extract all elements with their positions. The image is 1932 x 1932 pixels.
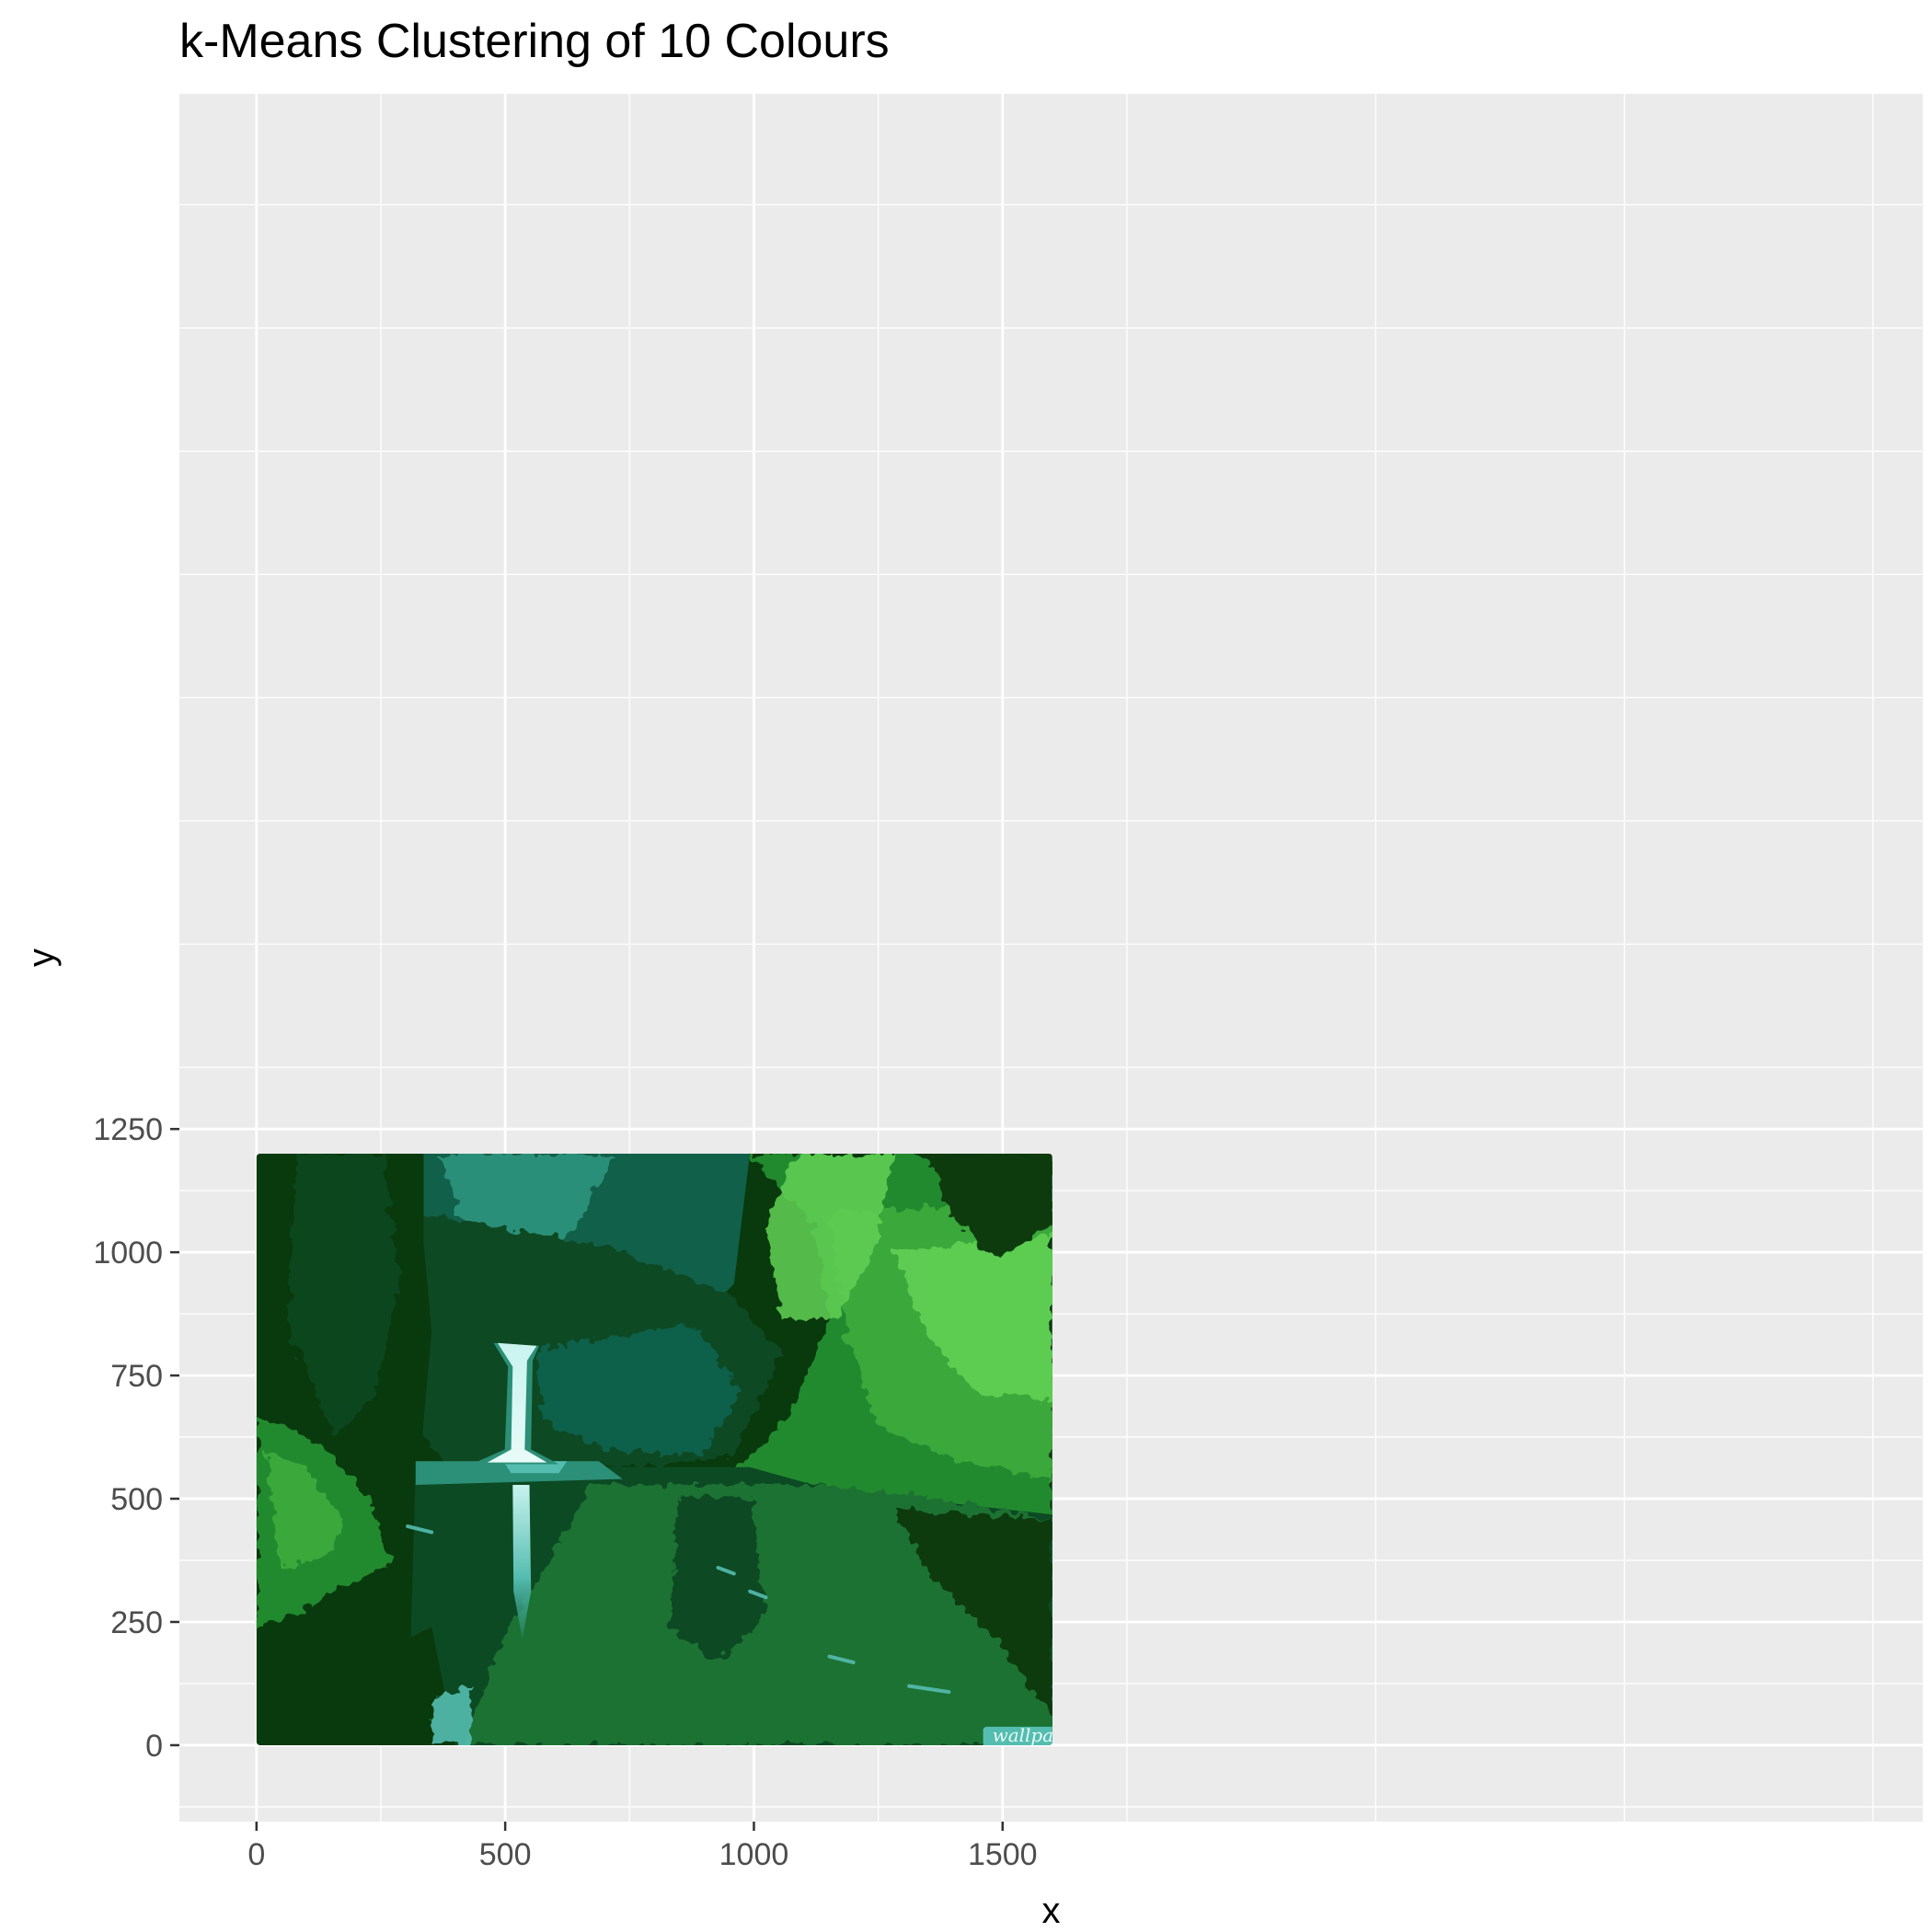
water-dark-patch: [670, 1496, 766, 1662]
left-cliff-moss: [288, 1154, 400, 1438]
gorge-rock: [535, 1325, 742, 1455]
x-axis: 0 500 1000 1500: [247, 1822, 1038, 1872]
right-slope-light: [892, 1236, 1052, 1402]
y-tick-label: 1000: [93, 1236, 163, 1271]
x-tick-label: 500: [479, 1837, 532, 1872]
reflection-bottom: [431, 1685, 472, 1745]
water-ripple: [406, 1524, 434, 1535]
waterfall-reflection: [512, 1485, 532, 1639]
water-ripple: [748, 1589, 768, 1600]
chart-title: k-Means Clustering of 10 Colours: [179, 15, 890, 68]
y-axis: 0 250 500 750 1000 1250: [93, 1112, 179, 1764]
water-dark-right: [892, 1508, 1052, 1716]
y-tick-label: 250: [110, 1605, 163, 1640]
waterfall: [487, 1342, 547, 1463]
y-axis-title: y: [21, 949, 62, 967]
x-axis-title: x: [1042, 1891, 1061, 1931]
water-ripple: [716, 1566, 736, 1576]
y-tick-label: 0: [145, 1729, 163, 1764]
watermark-badge: [983, 1726, 1052, 1745]
right-cliff-dark: [925, 1154, 1052, 1260]
water-ripple: [907, 1684, 951, 1695]
right-canopy-light: [765, 1154, 893, 1319]
pool-splash: [503, 1461, 568, 1474]
y-tick-label: 750: [110, 1359, 163, 1394]
x-tick-label: 0: [247, 1837, 265, 1872]
x-tick-label: 1000: [719, 1837, 789, 1872]
clustered-image: wallpapere.eu: [256, 1153, 1125, 1746]
y-tick-label: 1250: [93, 1112, 163, 1147]
watermark-text: wallpapere.eu: [993, 1724, 1125, 1746]
y-tick-label: 500: [110, 1482, 163, 1517]
left-bush-light: [264, 1449, 344, 1569]
water-ripple: [827, 1654, 856, 1664]
x-tick-label: 1500: [968, 1837, 1038, 1872]
